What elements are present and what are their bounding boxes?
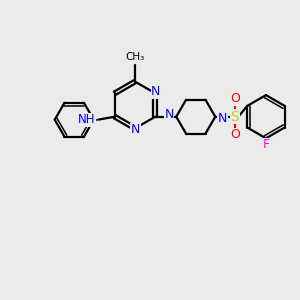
Text: N: N: [131, 123, 140, 136]
Text: NH: NH: [78, 113, 96, 126]
Text: N: N: [151, 85, 160, 98]
Text: F: F: [262, 138, 269, 152]
Text: N: N: [164, 108, 174, 121]
Text: CH₃: CH₃: [125, 52, 145, 61]
Text: S: S: [230, 110, 239, 124]
Text: O: O: [230, 128, 240, 141]
Text: O: O: [230, 92, 240, 105]
Text: N: N: [218, 112, 227, 125]
